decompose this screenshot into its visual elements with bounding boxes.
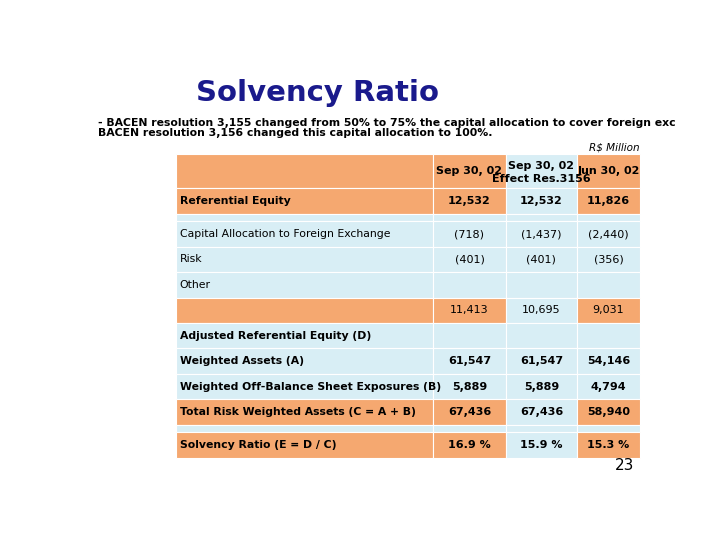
Bar [505, 399, 577, 424]
Text: (401): (401) [454, 254, 485, 265]
Bar [577, 348, 639, 374]
Text: Sep 30, 02: Sep 30, 02 [508, 161, 575, 171]
Bar [433, 424, 505, 433]
Text: 54,146: 54,146 [587, 356, 630, 366]
Text: 16.9 %: 16.9 % [448, 440, 491, 450]
Bar [433, 433, 505, 458]
Text: 5,889: 5,889 [523, 382, 559, 392]
Bar [577, 154, 639, 188]
Text: Risk: Risk [180, 254, 202, 265]
Text: (2,440): (2,440) [588, 229, 629, 239]
Text: Solvency Ratio: Solvency Ratio [196, 79, 439, 107]
Text: 9,031: 9,031 [593, 305, 624, 315]
Text: 15.3 %: 15.3 % [588, 440, 629, 450]
Text: 12,532: 12,532 [520, 196, 563, 206]
Bar [433, 272, 505, 298]
Bar [433, 374, 505, 399]
Bar [176, 247, 433, 272]
Text: Other: Other [180, 280, 211, 290]
Text: Referential Equity: Referential Equity [180, 196, 291, 206]
Bar [577, 247, 639, 272]
Bar [433, 298, 505, 323]
Text: 61,547: 61,547 [448, 356, 491, 366]
Bar [577, 272, 639, 298]
Bar [176, 374, 433, 399]
Bar [433, 188, 505, 214]
Text: 12,532: 12,532 [448, 196, 491, 206]
Bar [577, 433, 639, 458]
Bar [577, 374, 639, 399]
Bar [505, 374, 577, 399]
Bar [176, 154, 433, 188]
Bar [505, 298, 577, 323]
Bar [433, 247, 505, 272]
Bar [505, 221, 577, 247]
Text: Adjusted Referential Equity (D): Adjusted Referential Equity (D) [180, 330, 371, 341]
Bar [505, 348, 577, 374]
Bar [176, 348, 433, 374]
Bar [176, 188, 433, 214]
Bar [577, 188, 639, 214]
Text: 4,794: 4,794 [590, 382, 626, 392]
Text: Sep 30, 02: Sep 30, 02 [436, 166, 503, 176]
Text: Effect Res.3156: Effect Res.3156 [492, 174, 590, 184]
Bar [577, 399, 639, 424]
Bar [433, 214, 505, 221]
Text: (718): (718) [454, 229, 485, 239]
Text: (1,437): (1,437) [521, 229, 562, 239]
Text: 11,826: 11,826 [587, 196, 630, 206]
Bar [577, 323, 639, 348]
Bar [505, 247, 577, 272]
Text: 10,695: 10,695 [522, 305, 561, 315]
Bar [176, 214, 433, 221]
Text: (401): (401) [526, 254, 557, 265]
Text: Weighted Off-Balance Sheet Exposures (B): Weighted Off-Balance Sheet Exposures (B) [180, 382, 441, 392]
Text: (356): (356) [593, 254, 624, 265]
Bar [176, 424, 433, 433]
Text: BACEN resolution 3,156 changed this capital allocation to 100%.: BACEN resolution 3,156 changed this capi… [99, 129, 493, 138]
Text: - BACEN resolution 3,155 changed from 50% to 75% the capital allocation to cover: - BACEN resolution 3,155 changed from 50… [99, 118, 676, 127]
Text: 67,436: 67,436 [448, 407, 491, 417]
Bar [433, 348, 505, 374]
Text: 23: 23 [615, 458, 634, 473]
Text: Solvency Ratio (E = D / C): Solvency Ratio (E = D / C) [180, 440, 336, 450]
Bar [577, 214, 639, 221]
Text: 11,413: 11,413 [450, 305, 489, 315]
Bar [176, 323, 433, 348]
Bar [176, 272, 433, 298]
Text: R$ Million: R$ Million [589, 142, 639, 152]
Bar [433, 154, 505, 188]
Text: 5,889: 5,889 [452, 382, 487, 392]
Bar [577, 298, 639, 323]
Bar [433, 221, 505, 247]
Text: 67,436: 67,436 [520, 407, 563, 417]
Bar [505, 188, 577, 214]
Text: Jun 30, 02: Jun 30, 02 [577, 166, 639, 176]
Bar [505, 323, 577, 348]
Bar [433, 399, 505, 424]
Bar [176, 298, 433, 323]
Bar [505, 433, 577, 458]
Bar [577, 424, 639, 433]
Bar [433, 323, 505, 348]
Text: 15.9 %: 15.9 % [520, 440, 562, 450]
Text: Capital Allocation to Foreign Exchange: Capital Allocation to Foreign Exchange [180, 229, 390, 239]
Text: Total Risk Weighted Assets (C = A + B): Total Risk Weighted Assets (C = A + B) [180, 407, 415, 417]
Bar [176, 399, 433, 424]
Bar [577, 221, 639, 247]
Bar [505, 272, 577, 298]
Bar [176, 433, 433, 458]
Text: 61,547: 61,547 [520, 356, 563, 366]
Bar [505, 424, 577, 433]
Bar [505, 214, 577, 221]
Text: Weighted Assets (A): Weighted Assets (A) [180, 356, 304, 366]
Bar [176, 221, 433, 247]
Text: 58,940: 58,940 [587, 407, 630, 417]
Bar [505, 154, 577, 188]
